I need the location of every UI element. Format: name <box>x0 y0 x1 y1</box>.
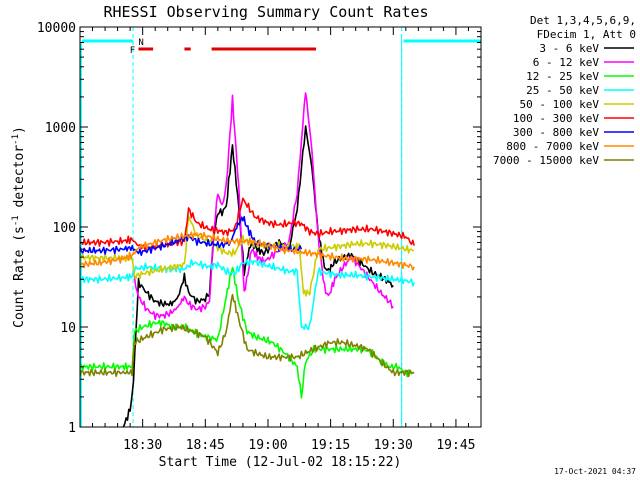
x-tick-label: 19:15 <box>311 438 350 453</box>
flare-flag-label: F <box>130 46 135 56</box>
plot-frame <box>79 26 482 428</box>
x-axis-label: Start Time (12-Jul-02 18:15:22) <box>159 455 402 470</box>
x-tick-label: 18:30 <box>123 438 162 453</box>
timestamp: 17-Oct-2021 04:37 <box>554 467 636 476</box>
legend-title-1: Det 1,3,4,5,6,9, <box>530 14 636 27</box>
x-axis-ticks: 18:30 18:45 19:00 19:15 19:30 19:45 <box>92 27 476 453</box>
series-line <box>79 293 415 378</box>
y-tick-label: 1 <box>68 421 76 436</box>
series-line <box>79 215 415 297</box>
series-line <box>79 197 415 253</box>
legend-entry-label: 7000 - 15000 keV <box>493 154 599 167</box>
legend-entry-label: 12 - 25 keV <box>526 70 599 83</box>
series-line <box>79 266 415 399</box>
x-tick-label: 18:45 <box>186 438 225 453</box>
legend-title-2: FDecim 1, Att 0 <box>537 28 636 41</box>
series-line <box>133 92 394 321</box>
y-tick-label: 10 <box>60 321 76 336</box>
y-tick-label: 100 <box>53 221 76 236</box>
night-flag-label: N <box>138 38 143 48</box>
chart-title: RHESSI Observing Summary Count Rates <box>103 3 428 21</box>
legend-entry-label: 100 - 300 keV <box>513 112 599 125</box>
legend-entry-label: 800 - 7000 keV <box>506 140 599 153</box>
y-tick-label: 1000 <box>45 121 76 136</box>
legend-entry-label: 50 - 100 keV <box>520 98 600 111</box>
x-tick-label: 19:45 <box>436 438 475 453</box>
y-tick-label: 10000 <box>37 21 76 36</box>
series-line <box>79 231 415 271</box>
plot-lines: NF <box>79 27 482 428</box>
legend-entry-label: 6 - 12 keV <box>533 56 600 69</box>
x-tick-label: 19:30 <box>374 438 413 453</box>
x-tick-label: 19:00 <box>248 438 287 453</box>
legend-entry-label: 25 - 50 keV <box>526 84 599 97</box>
y-axis-label: Count Rate (s-1 detector-1) <box>11 126 27 328</box>
y-axis-ticks: 1 10 100 1000 10000 <box>37 21 481 436</box>
legend-entry-label: 3 - 6 keV <box>539 42 599 55</box>
legend-entry-label: 300 - 800 keV <box>513 126 599 139</box>
